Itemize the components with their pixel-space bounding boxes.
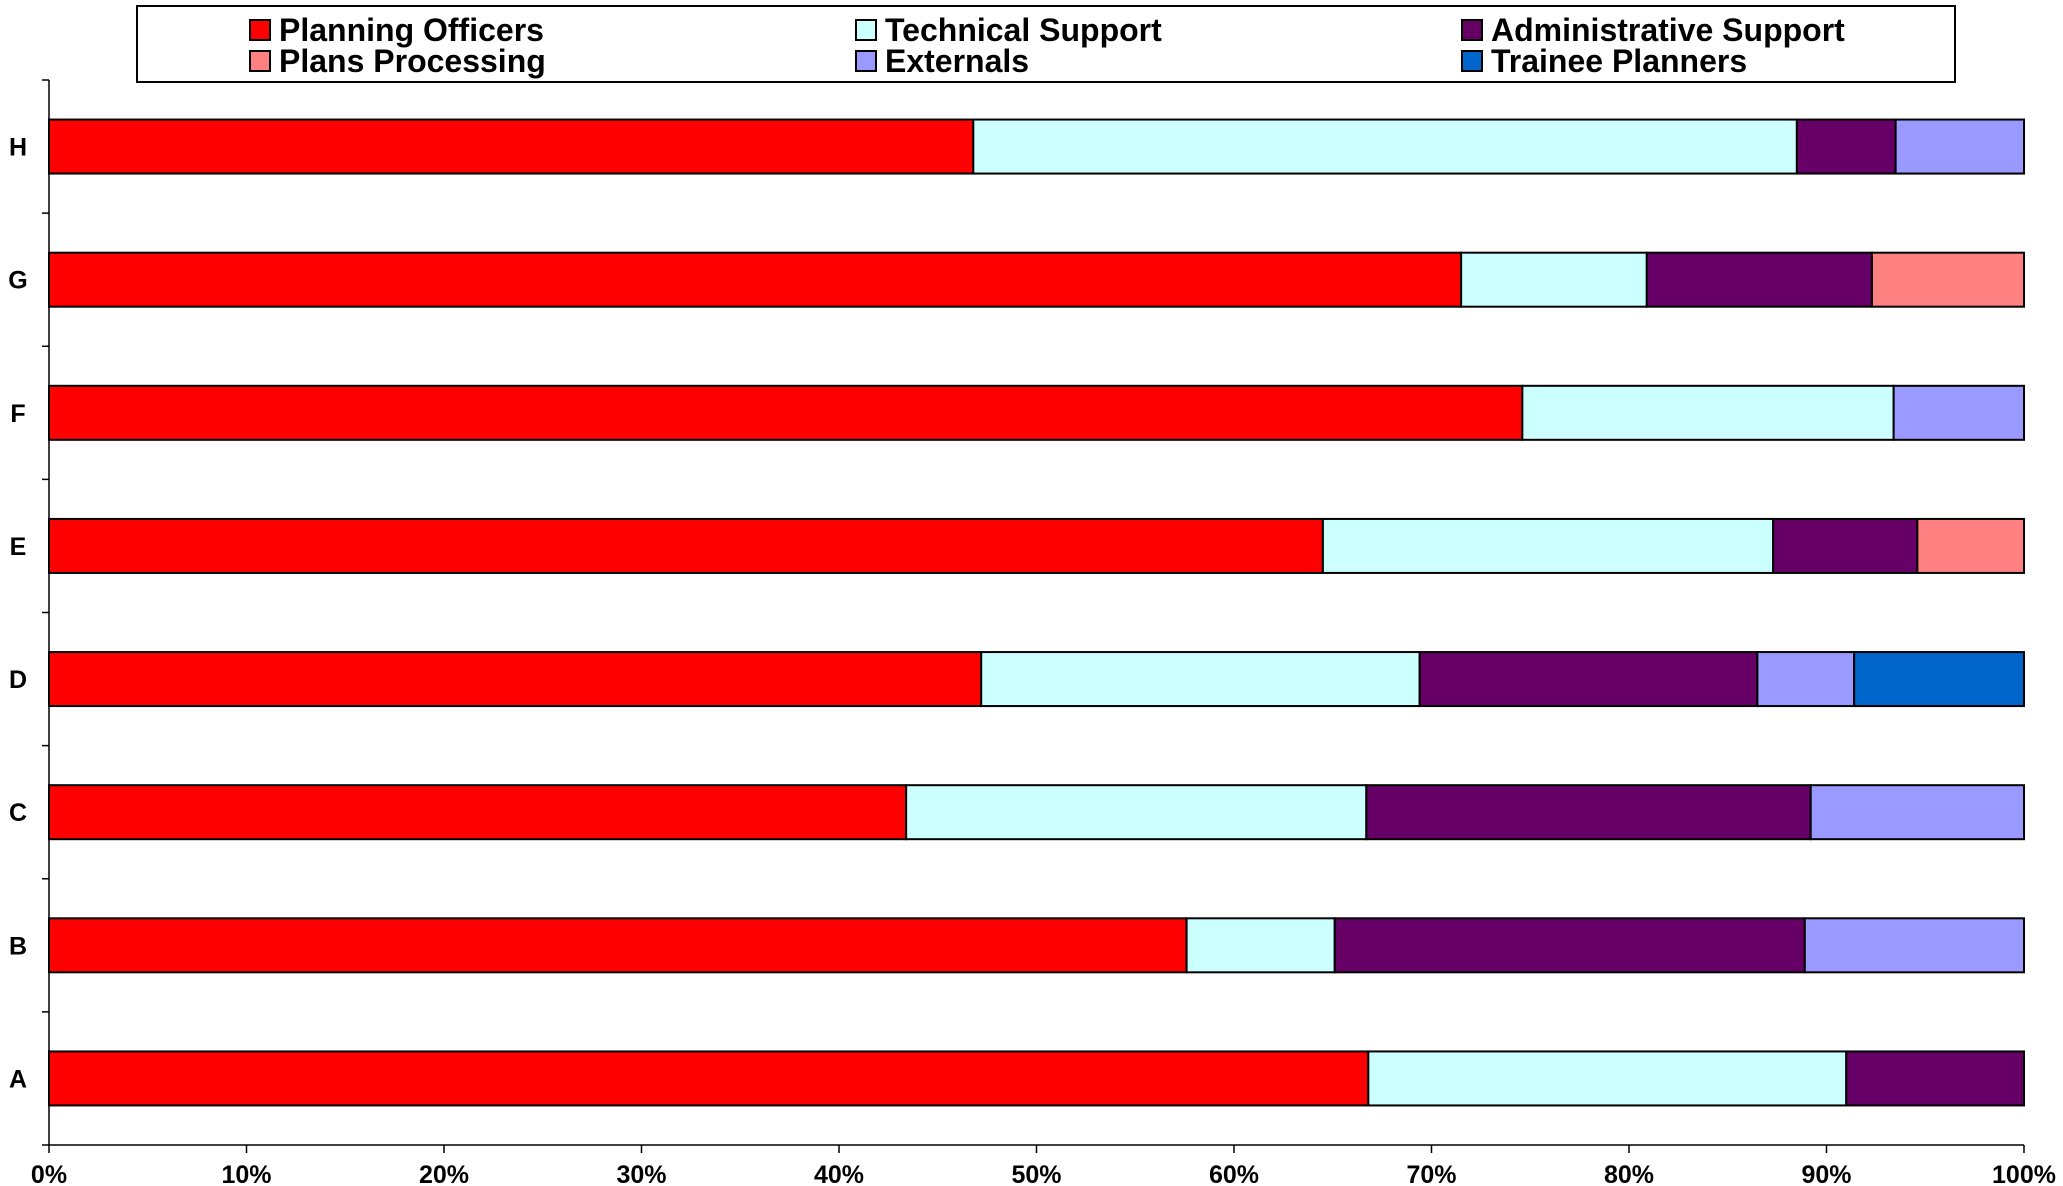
bar-a-planning-officers xyxy=(48,1050,1370,1107)
bar-d-technical-support xyxy=(980,651,1421,708)
x-tick-label: 70% xyxy=(1406,1161,1456,1186)
bar-a-technical-support xyxy=(1367,1050,1848,1107)
y-tick-label-c: C xyxy=(9,799,27,827)
bar-g-administrative-support xyxy=(1645,251,1873,308)
legend-label-plans-processing: Plans Processing xyxy=(279,43,546,79)
y-tick-label-g: G xyxy=(8,267,27,295)
bars xyxy=(48,118,2026,1107)
bar-f-planning-officers xyxy=(48,384,1524,441)
bar-e-administrative-support xyxy=(1772,517,1919,574)
y-tick-label-f: F xyxy=(10,400,25,428)
bar-c-administrative-support xyxy=(1365,784,1812,841)
legend-label-externals: Externals xyxy=(885,43,1029,79)
y-tick-label-b: B xyxy=(9,932,27,960)
legend-swatch-externals xyxy=(855,50,877,72)
x-tick-label: 50% xyxy=(1011,1161,1061,1186)
bar-d-trainee-planners xyxy=(1853,651,2026,708)
legend: Planning Officers Technical Support Admini… xyxy=(249,12,1845,79)
y-tick-label-h: H xyxy=(9,134,27,162)
bar-b-administrative-support xyxy=(1333,917,1806,974)
bar-e-technical-support xyxy=(1321,517,1775,574)
x-tick-label: 60% xyxy=(1209,1161,1259,1186)
x-tick-label: 30% xyxy=(616,1161,666,1186)
legend-label-trainee-planners: Trainee Planners xyxy=(1491,43,1747,79)
x-tick-label: 0% xyxy=(31,1161,67,1186)
bar-d-planning-officers xyxy=(48,651,983,708)
bar-g-plans-processing xyxy=(1870,251,2026,308)
legend-swatch-trainee-planners xyxy=(1461,50,1483,72)
bar-d-administrative-support xyxy=(1418,651,1759,708)
legend-box xyxy=(136,5,1956,83)
y-tick-label-a: A xyxy=(9,1065,27,1093)
x-tick-label: 100% xyxy=(1992,1161,2056,1186)
bar-e-planning-officers xyxy=(48,517,1324,574)
x-tick-label: 10% xyxy=(221,1161,271,1186)
x-tick-label: 20% xyxy=(419,1161,469,1186)
legend-swatch-technical-support xyxy=(855,19,877,41)
legend-swatch-plans-processing xyxy=(249,50,271,72)
bar-f-externals xyxy=(1892,384,2026,441)
bar-h-technical-support xyxy=(972,118,1798,175)
bar-h-administrative-support xyxy=(1795,118,1897,175)
bar-h-planning-officers xyxy=(48,118,975,175)
bar-a-administrative-support xyxy=(1845,1050,2025,1107)
bar-g-planning-officers xyxy=(48,251,1463,308)
axes: A B C D E F G H 0% 10% 20% 30% 40% 50% 60% 70% 80% 90% 100… xyxy=(8,79,2056,1186)
bar-f-technical-support xyxy=(1521,384,1895,441)
bar-c-technical-support xyxy=(905,784,1368,841)
legend-label-technical-support: Technical Support xyxy=(885,12,1162,48)
x-tick-label: 90% xyxy=(1801,1161,1851,1186)
bar-c-externals xyxy=(1809,784,2025,841)
legend-swatch-administrative-support xyxy=(1461,19,1483,41)
legend-swatch-planning-officers xyxy=(249,19,271,41)
legend-label-planning-officers: Planning Officers xyxy=(279,12,544,48)
x-tick-label: 80% xyxy=(1604,1161,1654,1186)
bar-e-plans-processing xyxy=(1916,517,2025,574)
bar-c-planning-officers xyxy=(48,784,908,841)
bar-b-planning-officers xyxy=(48,917,1188,974)
bar-g-technical-support xyxy=(1460,251,1648,308)
bar-d-externals xyxy=(1756,651,1856,708)
y-tick-label-d: D xyxy=(9,666,27,694)
x-tick-label: 40% xyxy=(814,1161,864,1186)
legend-label-administrative-support: Administrative Support xyxy=(1491,12,1845,48)
bar-b-technical-support xyxy=(1185,917,1336,974)
bar-h-externals xyxy=(1894,118,2026,175)
bar-b-externals xyxy=(1803,917,2025,974)
y-tick-label-e: E xyxy=(10,533,27,561)
